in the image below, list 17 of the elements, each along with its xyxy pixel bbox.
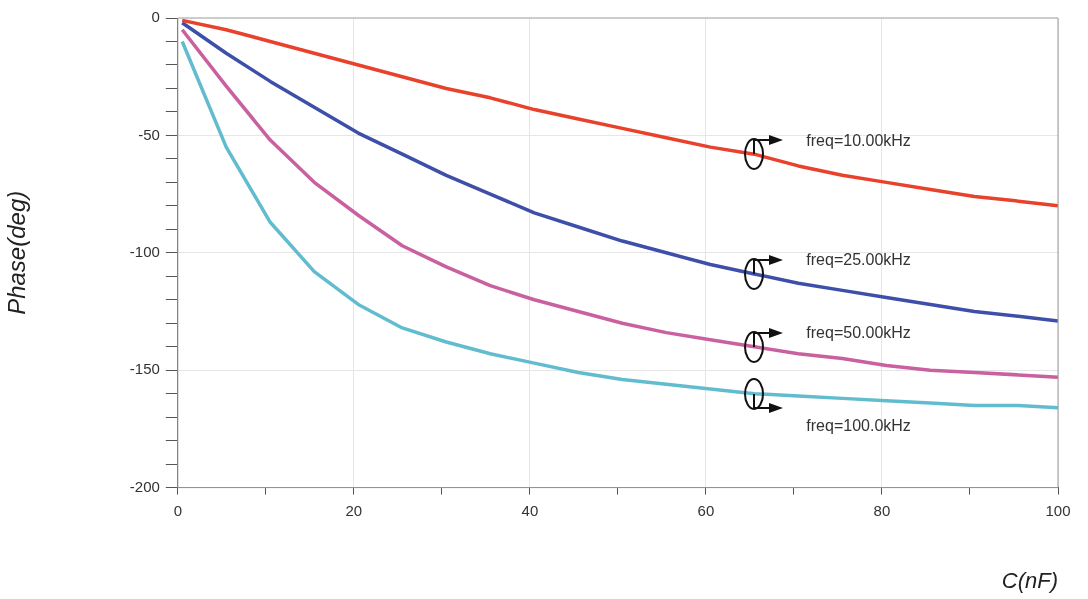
x-tick-label: 20 (345, 501, 363, 519)
y-tick-label: -150 (129, 360, 160, 378)
y-tick-label: -100 (129, 242, 160, 260)
y-tick-label: -200 (129, 477, 160, 495)
x-tick-label: 40 (521, 501, 539, 519)
annotation: freq=50.00kHz (806, 324, 911, 342)
x-axis-title: C(nF) (1001, 567, 1058, 593)
annotation: freq=10.00kHz (806, 131, 911, 149)
y-axis-title: Phase(deg) (3, 190, 31, 315)
x-tick-label: 80 (873, 501, 891, 519)
y-tick-label: 0 (151, 8, 160, 26)
x-tick-label: 60 (697, 501, 715, 519)
annotation: freq=25.00kHz (806, 251, 911, 269)
x-tick-label: 100 (1045, 501, 1071, 519)
y-tick-label: -50 (138, 125, 160, 143)
annotation: freq=100.0kHz (806, 417, 911, 435)
x-tick-label: 0 (173, 501, 182, 519)
